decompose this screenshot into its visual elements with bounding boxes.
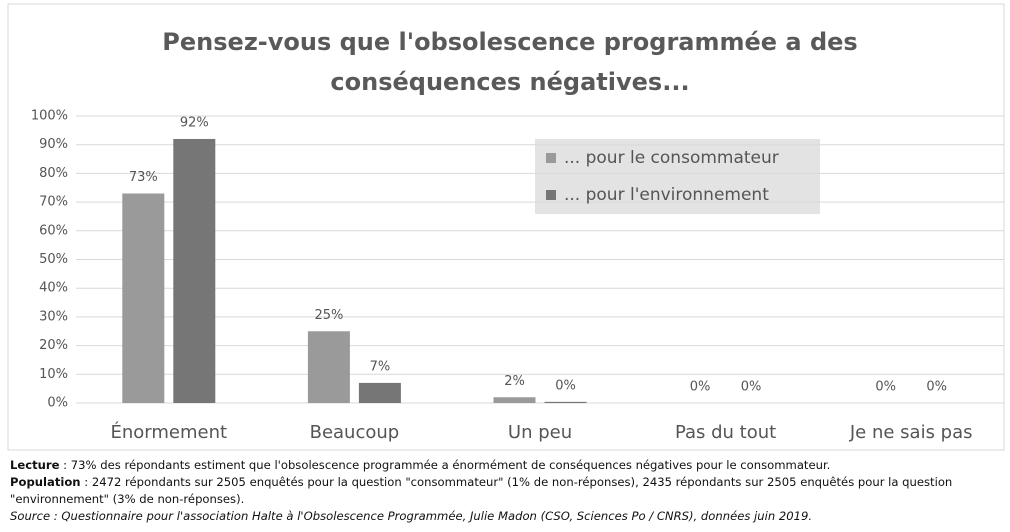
note-population: Population : 2472 répondants sur 2505 en… (10, 474, 985, 508)
y-tick-label: 0% (47, 396, 68, 411)
note-text: : 73% des répondants estiment que l'obso… (59, 458, 831, 472)
value-label: 0% (875, 380, 896, 395)
y-tick-label: 70% (39, 195, 68, 210)
value-label: 25% (314, 308, 343, 323)
y-tick-label: 80% (39, 166, 68, 181)
bar (493, 397, 536, 403)
note-label: Population (10, 475, 81, 489)
x-tick-label: Pas du tout (675, 422, 776, 443)
x-tick-label: Un peu (508, 422, 572, 443)
y-tick-label: 30% (39, 309, 68, 324)
bar (122, 193, 165, 403)
value-label: 0% (555, 378, 576, 393)
value-label: 0% (741, 380, 762, 395)
y-tick-label: 100% (31, 109, 68, 124)
note-source: Source : Questionnaire pour l'associatio… (10, 508, 985, 525)
bar (173, 138, 216, 403)
value-label: 0% (690, 380, 711, 395)
value-label: 7% (370, 359, 391, 374)
value-label: 2% (504, 374, 525, 389)
y-tick-label: 10% (39, 367, 68, 382)
y-tick-label: 50% (39, 252, 68, 267)
legend-box (535, 139, 820, 214)
y-tick-label: 20% (39, 338, 68, 353)
value-label: 92% (180, 115, 209, 130)
bar (307, 331, 350, 403)
value-label: 0% (926, 380, 947, 395)
note-lecture: Lecture : 73% des répondants estiment qu… (10, 457, 985, 474)
x-tick-label: Beaucoup (310, 422, 400, 443)
bar (358, 382, 401, 403)
value-label: 73% (129, 170, 158, 185)
y-tick-label: 40% (39, 281, 68, 296)
bar (544, 401, 587, 403)
x-tick-label: Je ne sais pas (849, 422, 973, 443)
y-tick-label: 60% (39, 223, 68, 238)
legend-swatch (546, 190, 556, 200)
notes: Lecture : 73% des répondants estiment qu… (10, 457, 985, 525)
legend-label: ... pour l'environnement (564, 185, 769, 205)
note-text: Source : Questionnaire pour l'associatio… (10, 509, 813, 523)
x-tick-label: Énormement (111, 421, 228, 443)
legend-label: ... pour le consommateur (564, 148, 779, 168)
title-box: Pensez-vous que l'obsolescence programmé… (162, 28, 858, 96)
chart-title: Pensez-vous que l'obsolescence programmé… (162, 28, 858, 96)
y-tick-label: 90% (39, 137, 68, 152)
note-text: : 2472 répondants sur 2505 enquêtés pour… (10, 475, 953, 506)
chart: Pensez-vous que l'obsolescence programmé… (7, 3, 1005, 451)
legend-swatch (546, 153, 556, 163)
note-label: Lecture (10, 458, 60, 472)
